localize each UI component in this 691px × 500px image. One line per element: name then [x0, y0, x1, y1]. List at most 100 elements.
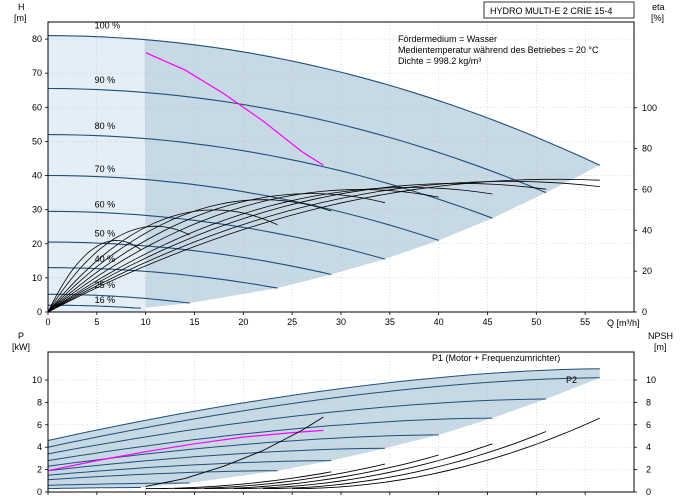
y2-tick-label: 10 [646, 375, 656, 385]
efficiency-curve [47, 180, 600, 313]
p1-label: P1 (Motor + Frequenzumrichter) [432, 353, 560, 363]
y2-tick-label: 60 [642, 184, 652, 194]
y-tick-label: 4 [37, 442, 42, 452]
head-curve [48, 304, 141, 309]
x-tick-label: 5 [94, 317, 99, 327]
x-tick-label: 40 [434, 317, 444, 327]
npsh-curve [175, 463, 386, 490]
y2-tick-label: 40 [642, 225, 652, 235]
y2-tick-label: 80 [642, 144, 652, 154]
x-tick-label: 25 [287, 317, 297, 327]
head-curve [47, 35, 601, 166]
speed-label: 16 % [95, 295, 116, 305]
flow-axis-label: Q [m³/h] [607, 318, 640, 328]
system-power-line [47, 429, 324, 472]
speed-label: 60 % [95, 200, 116, 210]
power-curve [47, 470, 278, 481]
speed-label: 100 % [95, 21, 121, 31]
system-power-curve [47, 416, 324, 487]
power-curve [48, 487, 141, 490]
npsh-axis-label: NPSH [648, 331, 673, 341]
efficiency-curve [47, 189, 439, 313]
y-tick-label: 0 [37, 487, 42, 497]
power-curve [47, 417, 493, 462]
y2-tick-label: 6 [646, 420, 651, 430]
x-tick-label: 15 [189, 317, 199, 327]
y2-tick-label: 20 [642, 266, 652, 276]
info-temperature: Medientemperatur während des Betriebes =… [398, 45, 599, 55]
info-medium: Fördermedium = Wasser [398, 34, 497, 44]
y-tick-label: 20 [32, 239, 42, 249]
speed-label: 80 % [95, 121, 116, 131]
speed-label: 25 % [95, 280, 116, 290]
power-axis-unit: [kW] [12, 342, 30, 352]
y-tick-label: 50 [32, 136, 42, 146]
y-tick-label: 0 [37, 307, 42, 317]
head-curve [47, 87, 547, 194]
title-box [483, 1, 635, 19]
head-axis-unit: [m] [14, 13, 27, 23]
eta-axis-label: eta [652, 2, 665, 12]
y-tick-label: 60 [32, 102, 42, 112]
y2-tick-label: 100 [642, 103, 657, 113]
npsh-curves [145, 417, 600, 490]
efficiency-curve [47, 193, 385, 313]
npsh-curve [204, 454, 439, 490]
steep-curve [145, 416, 324, 487]
efficiency-curves [47, 178, 600, 313]
y-tick-label: 30 [32, 205, 42, 215]
y2-tick-label: 0 [646, 487, 651, 497]
efficiency-curve [47, 209, 278, 313]
power-curves [47, 368, 600, 490]
head-curve [48, 241, 332, 276]
system-curve-line [145, 52, 324, 166]
efficiency-curve [47, 183, 547, 313]
power-npsh-chart: 0 2 4 6 8 10 0 2 4 6 8 10 P [kW] NPSH [m] P1 (Motor… [12, 331, 673, 497]
power-curve [47, 377, 600, 448]
npsh-curve [233, 443, 493, 490]
p2-label: P2 [566, 375, 577, 385]
head-curve [47, 134, 493, 219]
y-tick-label: 10 [32, 375, 42, 385]
y2-tick-label: 8 [646, 397, 651, 407]
x-tick-label: 55 [580, 317, 590, 327]
speed-labels: 100 % 90 % 80 % 70 % 60 % 50 % 40 % 25 % 16 % [95, 21, 121, 306]
power-curve [47, 460, 332, 476]
system-curve [145, 52, 324, 166]
x-tick-label: 35 [385, 317, 395, 327]
npsh-axis-unit: [m] [654, 342, 667, 352]
y2-tick-label: 0 [642, 307, 647, 317]
power-curve [47, 398, 547, 455]
x-tick-label: 10 [141, 317, 151, 327]
eta-axis-unit: [%] [651, 13, 664, 23]
efficiency-curve [47, 178, 600, 313]
x-tick-label: 20 [238, 317, 248, 327]
power-operating-range [48, 368, 600, 489]
x-tick-label: 50 [531, 317, 541, 327]
head-ticks: 0 5 10 15 20 25 30 35 40 45 50 55 0 10 20 30 40 50 60 70 80 0… [32, 34, 657, 327]
y-tick-label: 70 [32, 68, 42, 78]
power-curve [47, 368, 600, 441]
x-tick-label: 30 [336, 317, 346, 327]
y-tick-label: 40 [32, 171, 42, 181]
low-flow-band [48, 35, 146, 312]
power-axis-label: P [18, 331, 24, 341]
power-curve [47, 447, 385, 472]
y2-tick-label: 2 [646, 465, 651, 475]
efficiency-curve [47, 240, 142, 313]
y-tick-label: 10 [32, 273, 42, 283]
head-axis-label: H [18, 2, 25, 12]
power-band [48, 368, 600, 489]
power-curve [47, 482, 190, 486]
power-ticks: 0 2 4 6 8 10 0 2 4 6 8 10 [32, 375, 656, 497]
speed-label: 50 % [95, 229, 116, 239]
x-tick-label: 45 [482, 317, 492, 327]
head-efficiency-chart: 0 5 10 15 20 25 30 35 40 45 50 55 0 10 20 30 40 50 60 70 80 0… [14, 1, 665, 328]
y2-tick-label: 4 [646, 442, 651, 452]
y-tick-label: 80 [32, 34, 42, 44]
efficiency-curve [47, 199, 332, 313]
info-density: Dichte = 998.2 kg/m³ [398, 56, 481, 66]
y-tick-label: 8 [37, 397, 42, 407]
npsh-curve [145, 471, 332, 490]
